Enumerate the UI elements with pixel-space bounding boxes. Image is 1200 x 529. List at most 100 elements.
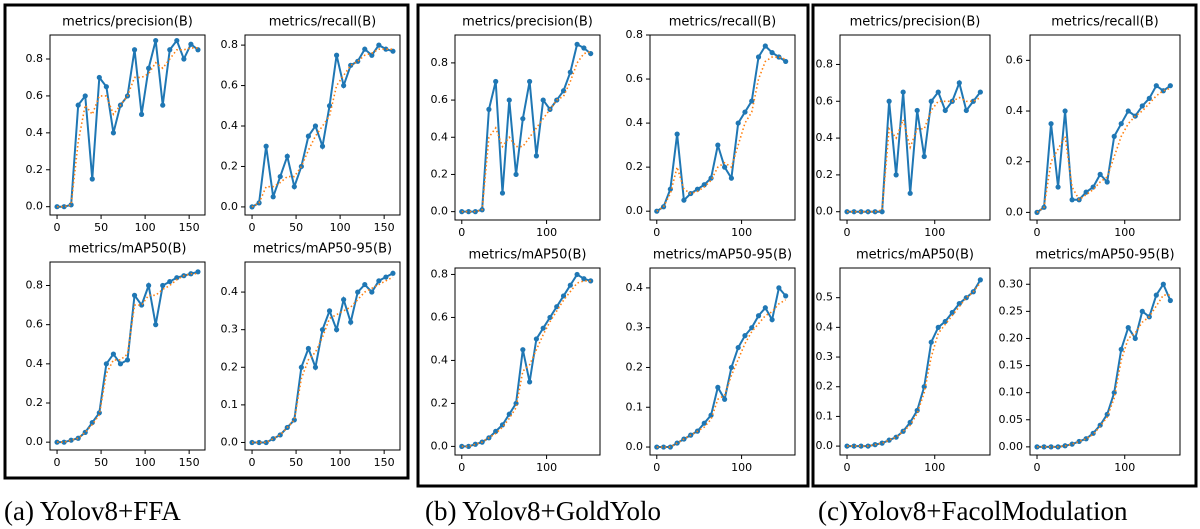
y-tick-label: 0.4 [431, 130, 449, 143]
y-tick-label: 0.2 [26, 163, 44, 176]
y-tick-label: 0.0 [626, 204, 644, 217]
x-tick-label: 0 [844, 226, 851, 239]
data-point [369, 52, 375, 58]
data-point [298, 163, 304, 170]
data-point [249, 204, 255, 210]
data-point [1167, 83, 1173, 89]
x-tick-label: 100 [924, 226, 945, 239]
series-line [57, 38, 199, 208]
data-point [298, 364, 304, 370]
y-tick-label: 0.30 [999, 277, 1024, 290]
series-line [461, 50, 591, 213]
y-tick-label: 0.0 [431, 205, 449, 218]
y-tick-label: 0.2 [626, 360, 644, 373]
series-line [461, 42, 592, 213]
x-tick-label: 0 [1034, 461, 1041, 474]
data-point [174, 275, 180, 281]
x-tick-label: 100 [1114, 226, 1135, 239]
data-point [1090, 184, 1096, 190]
data-point [533, 336, 540, 342]
data-point [472, 441, 478, 447]
data-point [131, 292, 138, 298]
data-point [513, 171, 519, 178]
data-point [1034, 209, 1040, 215]
axes-frame [649, 34, 796, 221]
series-line [847, 282, 981, 447]
y-tick-label: 0.4 [626, 281, 644, 294]
data-point [249, 439, 255, 446]
data-point [928, 339, 934, 345]
data-point [319, 143, 326, 149]
data-point [312, 123, 319, 129]
caption: (a) Yolov8+FFA [4, 496, 181, 526]
series-line [656, 44, 787, 213]
y-tick-label: 0.0 [221, 200, 239, 213]
y-tick-label: 0.2 [1006, 155, 1024, 168]
data-point [138, 111, 145, 117]
data-point [376, 42, 382, 48]
data-point [284, 153, 290, 159]
data-point [61, 439, 67, 445]
data-point [1055, 184, 1061, 190]
data-point [181, 56, 187, 62]
data-point [921, 153, 927, 160]
y-tick-label: 0.6 [816, 94, 834, 107]
data-point [742, 333, 748, 339]
data-point [341, 82, 347, 89]
data-point [762, 305, 768, 311]
data-point [574, 271, 580, 278]
caption: (c)Yolov8+FacolModulation [818, 496, 1128, 526]
axes-frame [839, 267, 991, 456]
data-point [68, 437, 74, 443]
data-point [348, 319, 354, 325]
data-point [581, 276, 587, 282]
y-tick-label: 0.6 [431, 93, 449, 106]
x-tick-label: 0 [54, 221, 61, 234]
y-tick-label: 0.8 [626, 28, 644, 41]
y-tick-label: 0.4 [816, 320, 834, 333]
data-point [540, 97, 546, 103]
y-tick-label: 0.4 [26, 126, 44, 139]
y-tick-label: 0.6 [221, 79, 239, 92]
chart-title: metrics/precision(B) [62, 15, 193, 30]
x-tick-label: 100 [924, 461, 945, 474]
y-tick-label: 0.20 [999, 331, 1024, 344]
axes-frame [49, 261, 206, 451]
data-point [110, 130, 117, 136]
data-point [755, 313, 762, 319]
data-point [928, 98, 934, 104]
data-point [858, 443, 864, 449]
axes-frame [1029, 34, 1181, 221]
chart-title: metrics/recall(B) [669, 15, 776, 30]
data-point [1132, 335, 1138, 342]
data-point [68, 202, 74, 208]
y-tick-label: 0.25 [999, 304, 1024, 317]
data-point [694, 186, 701, 192]
data-point [554, 304, 560, 310]
data-point [574, 41, 580, 47]
data-point [117, 361, 124, 367]
data-point [54, 439, 60, 445]
y-tick-label: 0.1 [816, 409, 834, 422]
data-point [369, 289, 375, 295]
data-point [1062, 108, 1068, 114]
data-point [333, 327, 340, 333]
y-tick-label: 0.2 [221, 360, 239, 373]
y-tick-label: 0.2 [26, 396, 44, 409]
chart-title: metrics/mAP50-95(B) [1035, 248, 1174, 263]
data-point [89, 419, 95, 426]
chart-title: metrics/mAP50(B) [68, 242, 186, 257]
data-point [89, 176, 95, 182]
data-point [776, 54, 782, 60]
data-point [160, 282, 166, 289]
data-point [527, 379, 533, 385]
y-tick-label: 0.4 [816, 131, 834, 144]
chart-title: metrics/precision(B) [462, 15, 593, 30]
data-point [1111, 133, 1117, 139]
axes-frame [244, 34, 401, 216]
data-point [660, 444, 667, 450]
x-tick-label: 0 [54, 456, 61, 469]
y-tick-label: 0.0 [221, 435, 239, 448]
y-tick-label: 0.1 [626, 400, 644, 413]
x-tick-label: 0 [1034, 226, 1041, 239]
